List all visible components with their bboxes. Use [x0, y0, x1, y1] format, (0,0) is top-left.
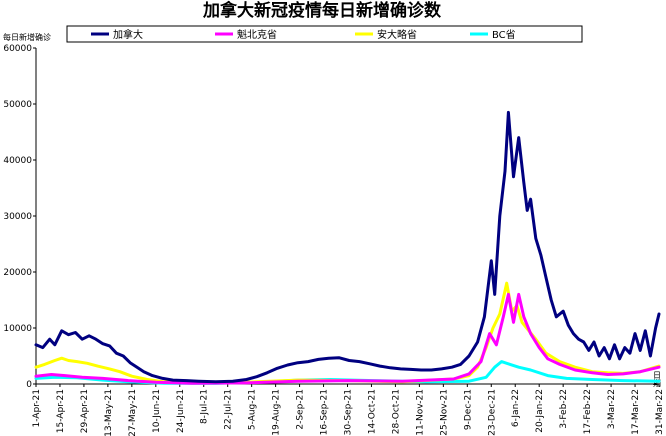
legend: 加拿大 魁北克省 安大略省 BC省 — [66, 25, 583, 43]
x-tick-label: 10-Jun-21 — [152, 389, 162, 433]
plot-area — [34, 110, 661, 385]
x-tick-label: 8-Jul-21 — [200, 389, 210, 424]
x-tick-label: 6-Jan-22 — [511, 389, 521, 427]
legend-label: 魁北克省 — [237, 28, 277, 41]
series-line — [34, 292, 661, 385]
x-tick-label: 31-Mar-22 — [655, 389, 665, 435]
y-tick-label: 60000 — [3, 44, 32, 54]
x-tick-label: 3-Mar-22 — [607, 389, 617, 429]
x-axis-unit-label: 日期 — [653, 371, 662, 388]
chart-title: 加拿大新冠疫情每日新增确诊数 — [202, 0, 442, 21]
x-tick-label: 17-Mar-22 — [631, 389, 641, 435]
x-tick-label: 23-Dec-21 — [487, 389, 497, 436]
legend-label: 加拿大 — [113, 28, 143, 41]
x-tick-label: 22-Jul-21 — [224, 389, 234, 430]
x-tick-label: 5-Aug-21 — [248, 389, 258, 430]
y-tick-label: 20000 — [3, 268, 32, 278]
x-tick-label: 19-Aug-21 — [272, 389, 282, 436]
y-tick-label: 30000 — [3, 212, 32, 222]
x-tick-label: 14-Oct-21 — [367, 389, 377, 434]
y-tick-label: 10000 — [3, 324, 32, 334]
x-axis: 1-Apr-21 15-Apr-21 29-Apr-21 13-May-21 27-Ma… — [32, 383, 665, 436]
y-axis: 0 10000 20000 30000 40000 50000 60000 — [3, 44, 37, 390]
x-tick-label: 20-Jan-22 — [535, 389, 545, 433]
x-tick-label: 17-Feb-22 — [583, 389, 593, 434]
x-tick-label: 25-Nov-21 — [439, 389, 449, 436]
x-tick-label: 13-May-21 — [104, 389, 114, 436]
y-tick-label: 50000 — [3, 100, 32, 110]
x-tick-label: 3-Feb-22 — [559, 389, 569, 429]
x-tick-label: 1-Apr-21 — [32, 389, 42, 427]
x-tick-label: 15-Apr-21 — [56, 389, 66, 433]
y-tick-label: 40000 — [3, 156, 32, 166]
x-tick-label: 11-Nov-21 — [415, 389, 425, 436]
legend-label: BC省 — [492, 28, 516, 41]
x-tick-label: 2-Sep-21 — [296, 389, 306, 430]
x-tick-label: 16-Sep-21 — [320, 389, 330, 435]
x-tick-label: 30-Sep-21 — [344, 389, 354, 435]
x-tick-label: 9-Dec-21 — [463, 389, 473, 430]
x-tick-label: 27-May-21 — [128, 389, 138, 436]
y-axis-unit-label: 每日新增确诊 — [3, 32, 51, 42]
x-tick-label: 24-Jun-21 — [176, 389, 186, 433]
legend-label: 安大略省 — [377, 28, 417, 41]
x-tick-label: 28-Oct-21 — [391, 389, 401, 434]
x-tick-label: 29-Apr-21 — [80, 389, 90, 433]
y-tick-label: 0 — [26, 380, 32, 390]
legend-box — [66, 25, 583, 43]
series-line — [34, 110, 661, 384]
